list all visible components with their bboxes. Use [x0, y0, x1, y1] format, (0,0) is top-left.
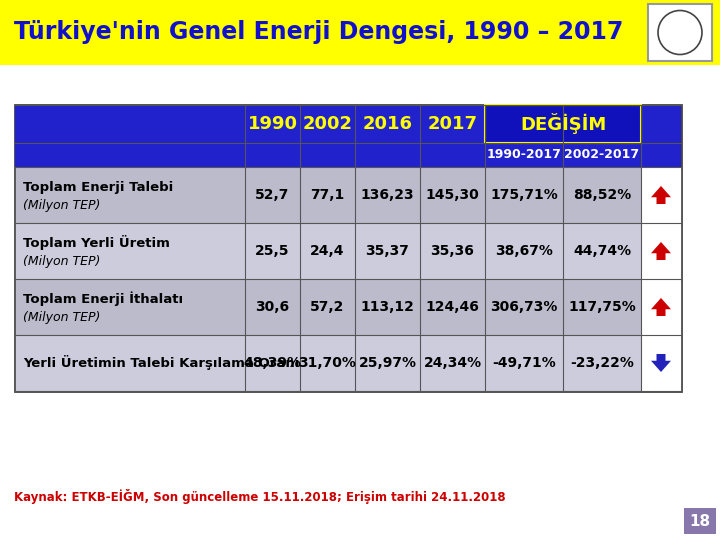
- FancyBboxPatch shape: [641, 279, 681, 335]
- Text: 2017: 2017: [428, 115, 477, 133]
- Text: Türkiye'nin Genel Enerji Dengesi, 1990 – 2017: Türkiye'nin Genel Enerji Dengesi, 1990 –…: [14, 21, 624, 44]
- Text: 48,39%: 48,39%: [243, 356, 302, 370]
- Polygon shape: [651, 242, 671, 260]
- FancyBboxPatch shape: [641, 167, 681, 223]
- Text: 2002-2017: 2002-2017: [564, 148, 639, 161]
- FancyBboxPatch shape: [485, 105, 641, 143]
- Text: 25,97%: 25,97%: [359, 356, 416, 370]
- FancyBboxPatch shape: [485, 223, 641, 279]
- FancyBboxPatch shape: [15, 105, 681, 391]
- Text: -49,71%: -49,71%: [492, 356, 556, 370]
- Text: -23,22%: -23,22%: [570, 356, 634, 370]
- Text: 52,7: 52,7: [256, 188, 289, 202]
- FancyBboxPatch shape: [15, 279, 485, 335]
- FancyBboxPatch shape: [15, 105, 681, 143]
- Text: 30,6: 30,6: [256, 300, 289, 314]
- FancyBboxPatch shape: [684, 508, 716, 534]
- Text: Toplam Enerji Talebi: Toplam Enerji Talebi: [23, 180, 174, 193]
- Text: 124,46: 124,46: [426, 300, 480, 314]
- Text: 18: 18: [690, 514, 711, 529]
- Text: 145,30: 145,30: [426, 188, 480, 202]
- FancyBboxPatch shape: [485, 167, 641, 223]
- Text: 31,70%: 31,70%: [299, 356, 356, 370]
- FancyBboxPatch shape: [485, 279, 641, 335]
- Text: (Milyon TEP): (Milyon TEP): [23, 254, 100, 267]
- Text: 35,37: 35,37: [366, 244, 410, 258]
- FancyBboxPatch shape: [485, 335, 641, 391]
- Text: Toplam Yerli Üretim: Toplam Yerli Üretim: [23, 235, 170, 251]
- Text: 113,12: 113,12: [361, 300, 415, 314]
- FancyBboxPatch shape: [15, 167, 485, 223]
- Text: 24,34%: 24,34%: [423, 356, 482, 370]
- Polygon shape: [651, 354, 671, 372]
- FancyBboxPatch shape: [15, 223, 485, 279]
- Text: 25,5: 25,5: [256, 244, 289, 258]
- Text: 57,2: 57,2: [310, 300, 345, 314]
- Text: 117,75%: 117,75%: [568, 300, 636, 314]
- Text: 77,1: 77,1: [310, 188, 345, 202]
- Text: DEĞİŞİM: DEĞİŞİM: [520, 113, 606, 134]
- Text: Kaynak: ETKB-EİĞM, Son güncelleme 15.11.2018; Erişim tarihi 24.11.2018: Kaynak: ETKB-EİĞM, Son güncelleme 15.11.…: [14, 489, 505, 504]
- Text: Yerli Üretimin Talebi Karşılama Oranı: Yerli Üretimin Talebi Karşılama Oranı: [23, 355, 300, 370]
- Text: 175,71%: 175,71%: [490, 188, 558, 202]
- FancyBboxPatch shape: [15, 335, 485, 391]
- FancyBboxPatch shape: [641, 223, 681, 279]
- FancyBboxPatch shape: [0, 0, 720, 65]
- FancyBboxPatch shape: [15, 143, 681, 167]
- Text: (Milyon TEP): (Milyon TEP): [23, 310, 100, 323]
- Text: 44,74%: 44,74%: [573, 244, 631, 258]
- Text: 2016: 2016: [362, 115, 413, 133]
- Text: 88,52%: 88,52%: [573, 188, 631, 202]
- Text: 1990: 1990: [248, 115, 297, 133]
- Text: 1990-2017: 1990-2017: [487, 148, 562, 161]
- FancyBboxPatch shape: [641, 335, 681, 391]
- Polygon shape: [651, 186, 671, 204]
- Text: 24,4: 24,4: [310, 244, 345, 258]
- Text: 2002: 2002: [302, 115, 353, 133]
- Text: (Milyon TEP): (Milyon TEP): [23, 199, 100, 212]
- Text: 136,23: 136,23: [361, 188, 414, 202]
- Text: Toplam Enerji İthalatı: Toplam Enerji İthalatı: [23, 292, 183, 306]
- Text: 35,36: 35,36: [431, 244, 474, 258]
- Text: 306,73%: 306,73%: [490, 300, 558, 314]
- Text: 38,67%: 38,67%: [495, 244, 553, 258]
- FancyBboxPatch shape: [648, 4, 712, 61]
- Polygon shape: [651, 298, 671, 316]
